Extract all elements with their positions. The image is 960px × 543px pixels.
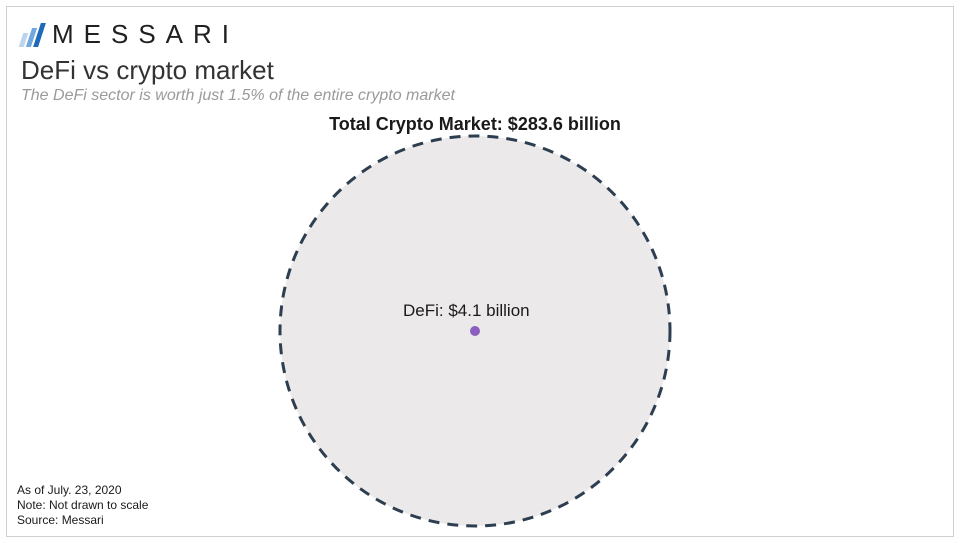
footer-line: As of July. 23, 2020 — [17, 483, 148, 498]
inner-circle-defi — [470, 326, 480, 336]
footer-line: Source: Messari — [17, 513, 148, 528]
card-frame: MESSARI DeFi vs crypto market The DeFi s… — [6, 6, 954, 537]
brand-logo: MESSARI — [21, 19, 239, 50]
footer-line: Note: Not drawn to scale — [17, 498, 148, 513]
inner-circle-label: DeFi: $4.1 billion — [403, 301, 530, 321]
chart-title: DeFi vs crypto market — [21, 55, 274, 86]
outer-circle-label: Total Crypto Market: $283.6 billion — [275, 114, 675, 135]
outer-circle-total-crypto — [280, 136, 670, 526]
footer-notes: As of July. 23, 2020 Note: Not drawn to … — [17, 483, 148, 528]
brand-logo-text: MESSARI — [52, 19, 239, 50]
brand-logo-mark — [21, 23, 42, 47]
chart-subtitle: The DeFi sector is worth just 1.5% of th… — [21, 87, 455, 105]
